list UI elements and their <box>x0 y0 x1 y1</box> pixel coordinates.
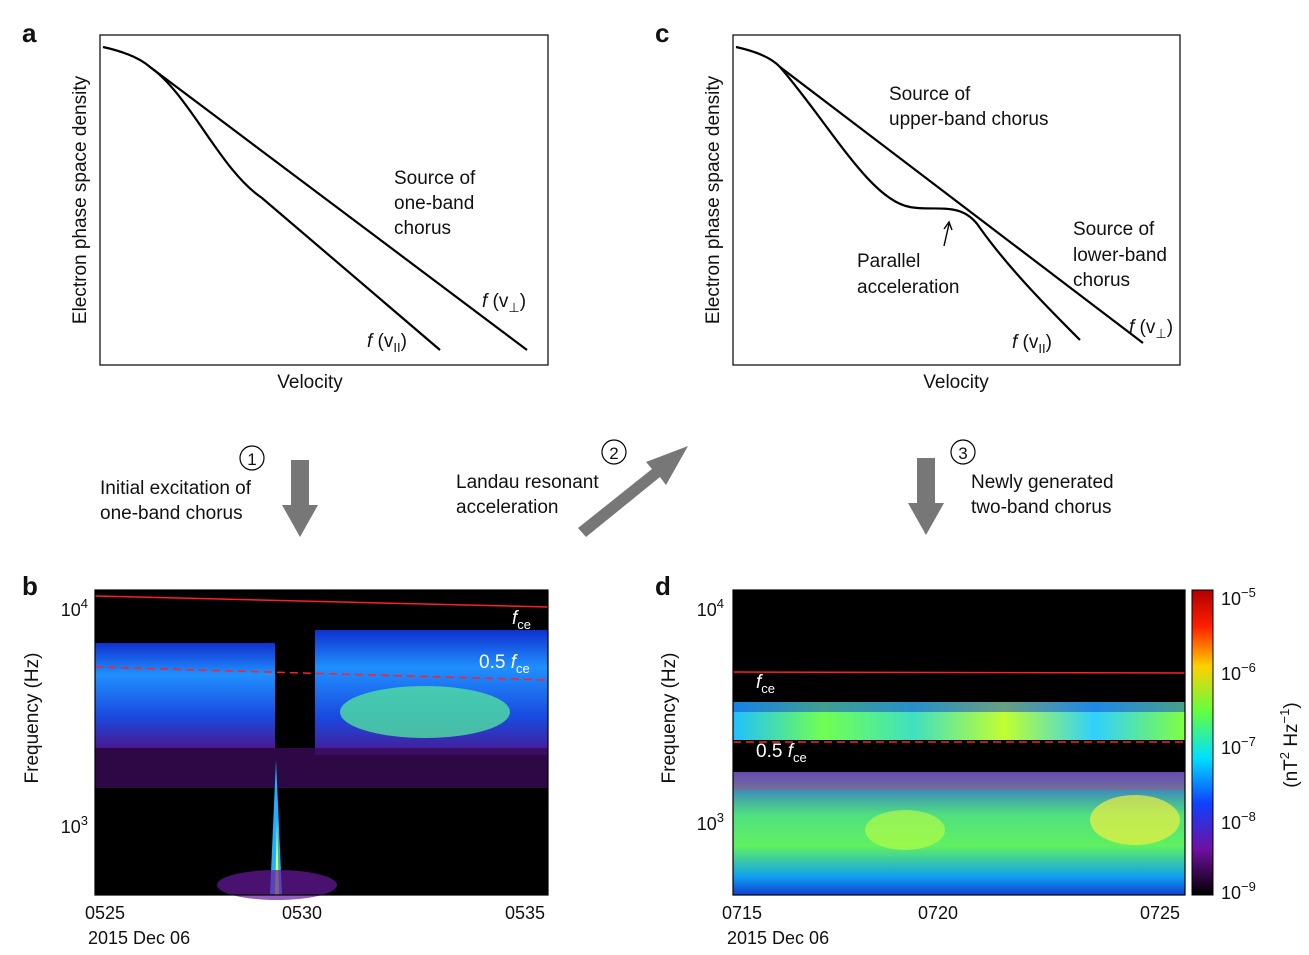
fce-label: fce <box>756 672 775 696</box>
step-circle <box>601 439 627 465</box>
panel-c: c Electron phase space density Velocity … <box>655 18 1181 393</box>
curve-label: f (v⊥) <box>1129 317 1173 341</box>
x-tick-label: 0715 <box>722 903 762 923</box>
arrow <box>282 460 318 537</box>
annotation: Source of <box>1073 219 1155 240</box>
y-axis-label: Frequency (Hz) <box>22 653 43 784</box>
step-number: 2 <box>609 444 618 463</box>
y-axis-label: Frequency (Hz) <box>659 653 680 784</box>
date-label: 2015 Dec 06 <box>727 928 829 948</box>
panel-letter: a <box>22 18 37 48</box>
half-fce-label: 0.5 fce <box>756 741 807 765</box>
spectrogram-blob <box>865 810 945 850</box>
annotation: chorus <box>394 218 451 239</box>
spectrogram-band <box>733 772 1185 790</box>
spectrogram-blob <box>217 870 337 900</box>
x-axis-label: Velocity <box>277 372 343 393</box>
spectrogram-band <box>95 748 548 788</box>
step-number: 1 <box>247 450 256 469</box>
half-fce-line <box>94 666 549 681</box>
colorbar-tick-label: 10−5 <box>1221 585 1256 609</box>
x-tick-label: 0535 <box>505 903 545 923</box>
y-tick-label: 104 <box>697 596 724 620</box>
plot-frame <box>99 34 549 366</box>
arrow <box>943 220 953 247</box>
x-axis-label: Velocity <box>923 372 989 393</box>
panel-a: a Electron phase space density Velocity … <box>22 18 549 393</box>
y-tick-label: 103 <box>697 810 724 834</box>
colorbar-tick-label: 10−7 <box>1221 734 1256 758</box>
step-text: two-band chorus <box>971 497 1111 518</box>
spectrogram-band <box>733 702 1185 712</box>
colorbar <box>1191 589 1214 896</box>
curve-label: f (v⊥) <box>482 291 526 315</box>
annotation: Parallel <box>857 251 920 272</box>
curve-parallel <box>779 66 1081 341</box>
panel-letter: d <box>655 571 671 601</box>
plot-frame <box>94 589 549 896</box>
fce-line <box>94 595 549 608</box>
annotation: chorus <box>1073 270 1130 291</box>
spectrogram-spike <box>270 760 282 895</box>
arrow <box>578 446 688 537</box>
x-tick-label: 0525 <box>85 903 125 923</box>
x-tick-label: 0725 <box>1140 903 1180 923</box>
spectrogram-blob <box>340 686 510 738</box>
colorbar-label: (nT2 Hz−1) <box>1277 702 1302 787</box>
fce-line <box>732 671 1186 674</box>
fce-label: fce <box>512 608 531 632</box>
plot-frame <box>732 589 1186 896</box>
panel-d: d fce 0.5 fce Frequency (Hz) 104 103 071… <box>655 571 1302 948</box>
arrow <box>908 458 944 535</box>
curve-perp <box>102 45 528 351</box>
panel-b: b fce 0.5 fce Frequency (Hz) 104 103 052… <box>22 571 549 948</box>
half-fce-label: 0.5 fce <box>479 652 530 676</box>
curve-label: f (vII) <box>367 331 407 355</box>
x-tick-label: 0530 <box>282 903 322 923</box>
step-number: 3 <box>958 444 967 463</box>
colorbar-tick-label: 10−9 <box>1221 879 1256 903</box>
panel-letter: c <box>655 18 669 48</box>
annotation: lower-band <box>1073 245 1167 266</box>
step-text: one-band chorus <box>100 503 243 524</box>
colorbar-tick-label: 10−8 <box>1221 809 1256 833</box>
steps: 1 Initial excitation of one-band chorus … <box>100 439 1114 537</box>
y-axis-label: Electron phase space density <box>70 75 91 324</box>
annotation: acceleration <box>857 277 959 298</box>
y-tick-label: 103 <box>61 813 88 837</box>
date-label: 2015 Dec 06 <box>88 928 190 948</box>
spectrogram-band <box>95 643 275 748</box>
step-text: Initial excitation of <box>100 478 252 499</box>
annotation: Source of <box>394 168 476 189</box>
curve-parallel <box>149 66 441 351</box>
annotation: upper-band chorus <box>889 109 1049 130</box>
curve-label: f (vII) <box>1012 332 1052 356</box>
plot-frame <box>732 34 1181 366</box>
panel-letter: b <box>22 571 38 601</box>
x-tick-label: 0720 <box>918 903 958 923</box>
y-axis-label: Electron phase space density <box>703 75 724 324</box>
step-text: acceleration <box>456 497 558 518</box>
step-circle <box>239 445 265 471</box>
step-circle <box>950 439 976 465</box>
spectrogram-blob <box>1090 795 1180 845</box>
annotation: Source of <box>889 84 971 105</box>
step-text: Newly generated <box>971 472 1114 493</box>
y-tick-label: 104 <box>61 596 88 620</box>
colorbar-tick-label: 10−6 <box>1221 660 1256 684</box>
curve-perp <box>735 45 1144 344</box>
step-text: Landau resonant <box>456 472 599 493</box>
annotation: one-band <box>394 193 474 214</box>
